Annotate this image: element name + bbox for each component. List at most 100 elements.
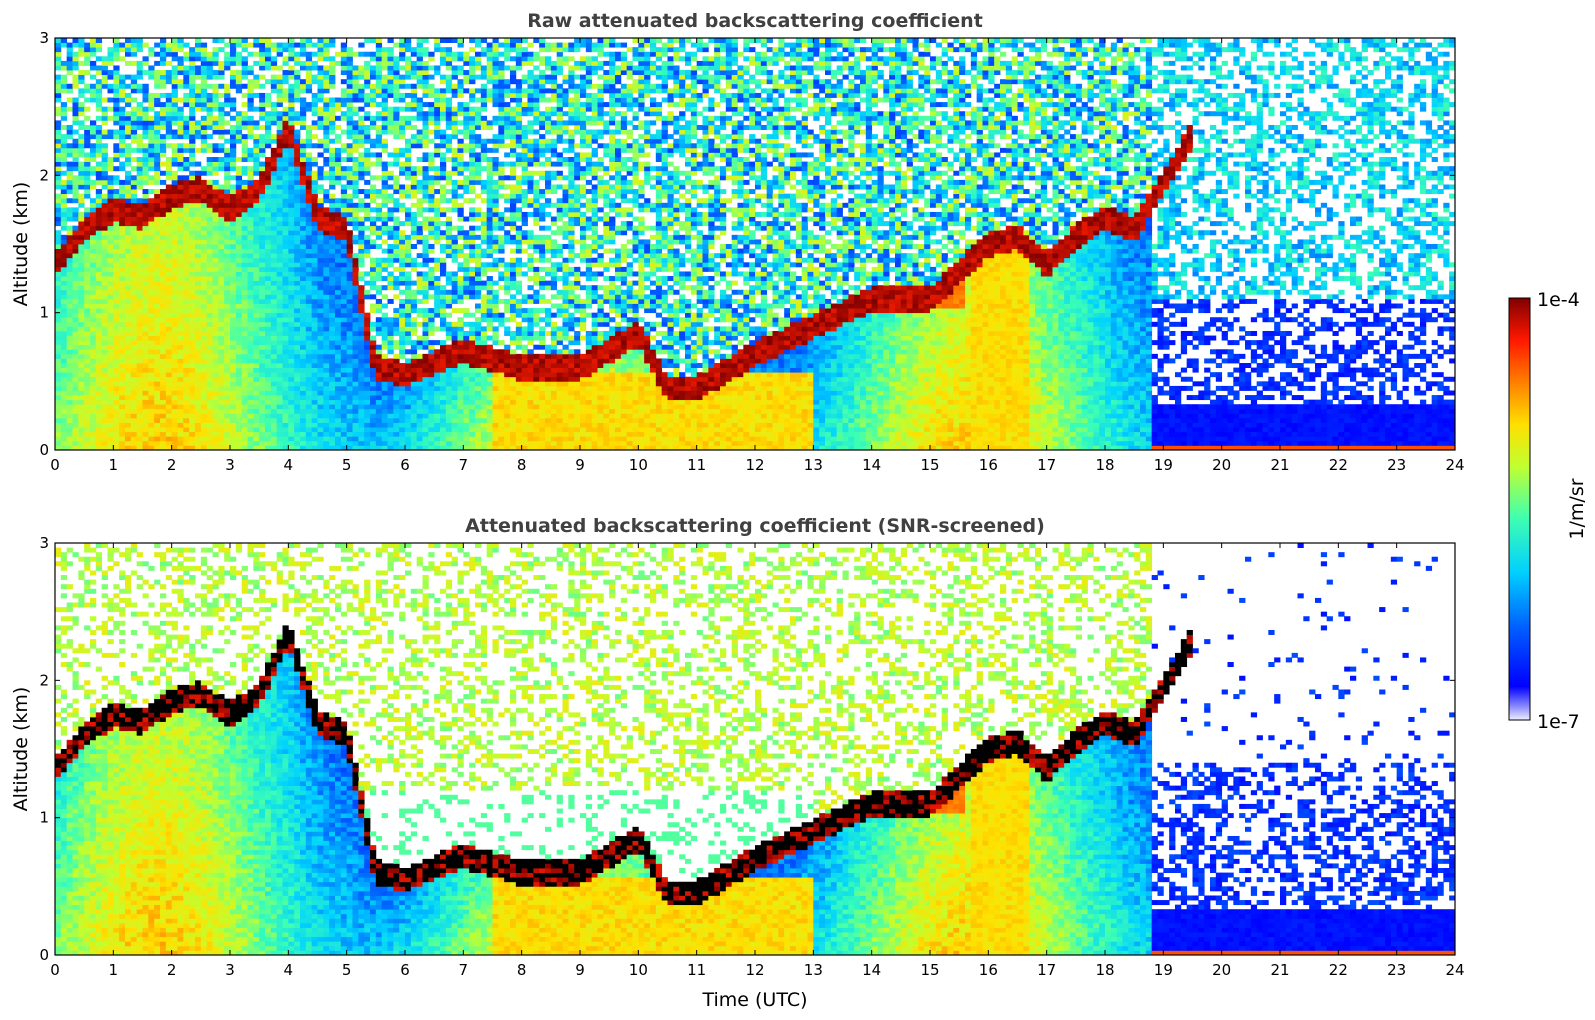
heatmap-cell [323,106,330,112]
heatmap-cell [125,111,132,117]
heatmap-cell [381,97,388,103]
heatmap-cell [364,129,371,135]
heatmap-cell [311,390,318,396]
heatmap-cell [90,440,97,446]
heatmap-cell [300,60,307,66]
heatmap-cell [270,102,278,108]
heatmap-cell [142,440,149,446]
heatmap-cell [259,436,266,442]
heatmap-cell [387,367,394,373]
heatmap-cell [259,404,266,410]
heatmap-cell [90,431,97,437]
heatmap-cell [125,363,132,368]
heatmap-cell [276,440,283,446]
heatmap-cell [311,440,318,446]
heatmap-cell [416,298,423,304]
heatmap-cell [300,253,307,259]
heatmap-cell [90,230,97,236]
heatmap-cell [177,79,184,85]
heatmap-cell [370,353,377,359]
heatmap-cell [195,179,202,185]
heatmap-cell [142,340,149,346]
heatmap-cell [189,248,196,254]
heatmap-cell [200,239,208,245]
heatmap-cell [323,129,330,135]
heatmap-cell [177,367,184,373]
heatmap-cell [399,280,406,286]
heatmap-cell [335,353,342,359]
heatmap-cell [241,308,248,314]
heatmap-cell [370,385,377,391]
heatmap-cell [340,363,348,368]
heatmap-cell [305,38,313,43]
heatmap-cell [206,266,213,272]
heatmap-cell [305,51,313,57]
heatmap-cell [78,358,85,364]
heatmap-cell [381,239,388,245]
heatmap-cell [241,124,248,130]
heatmap-cell [370,285,377,291]
heatmap-cell [183,381,190,387]
heatmap-cell [381,367,388,373]
heatmap-cell [352,207,359,213]
heatmap-cell [352,271,359,277]
heatmap-cell [195,42,202,48]
heatmap-cell [60,285,68,291]
heatmap-cell [230,189,237,195]
heatmap-cell [119,193,126,199]
heatmap-cell [387,440,394,446]
heatmap-cell [206,184,213,190]
heatmap-cell [259,115,266,121]
heatmap-cell [55,422,62,428]
heatmap-cell [148,413,155,419]
heatmap-cell [358,326,365,332]
heatmap-cell [288,326,295,332]
heatmap-cell [346,422,353,428]
heatmap-cell [195,211,202,217]
heatmap-cell [416,427,423,433]
heatmap-cell [171,427,178,433]
heatmap-cell [189,312,196,318]
heatmap-cell [311,179,318,185]
heatmap-cell [393,88,400,94]
heatmap-cell [311,399,318,405]
heatmap-cell [90,271,97,277]
heatmap-cell [218,395,225,401]
heatmap-cell [212,335,219,341]
heatmap-cell [224,152,231,158]
heatmap-cell [72,175,79,181]
heatmap-cell [78,367,85,373]
heatmap-cell [224,285,231,291]
heatmap-cell [218,225,225,231]
heatmap-cell [259,239,266,245]
heatmap-cell [101,344,108,350]
heatmap-cell [206,234,213,240]
heatmap-cell [90,166,97,172]
heatmap-cell [78,147,85,153]
heatmap-cell [142,353,149,359]
heatmap-cell [200,262,208,268]
heatmap-cell [288,358,295,364]
heatmap-cell [66,276,73,282]
heatmap-cell [142,225,149,231]
heatmap-cell [177,207,184,213]
heatmap-cell [405,317,412,323]
heatmap-cell [259,202,266,208]
heatmap-cell [142,294,149,300]
heatmap-cell [95,422,103,428]
heatmap-cell [405,239,412,245]
heatmap-cell [323,102,330,108]
heatmap-cell [288,138,295,144]
heatmap-cell [405,436,412,442]
heatmap-cell [282,189,289,195]
heatmap-cell [241,427,248,433]
heatmap-cell [410,399,418,405]
heatmap-cell [160,340,167,346]
heatmap-cell [200,349,208,355]
heatmap-cell [230,193,237,199]
heatmap-cell [78,344,85,350]
heatmap-cell [148,276,155,282]
heatmap-cell [387,92,394,98]
heatmap-cell [399,221,406,227]
heatmap-cell [265,230,272,236]
